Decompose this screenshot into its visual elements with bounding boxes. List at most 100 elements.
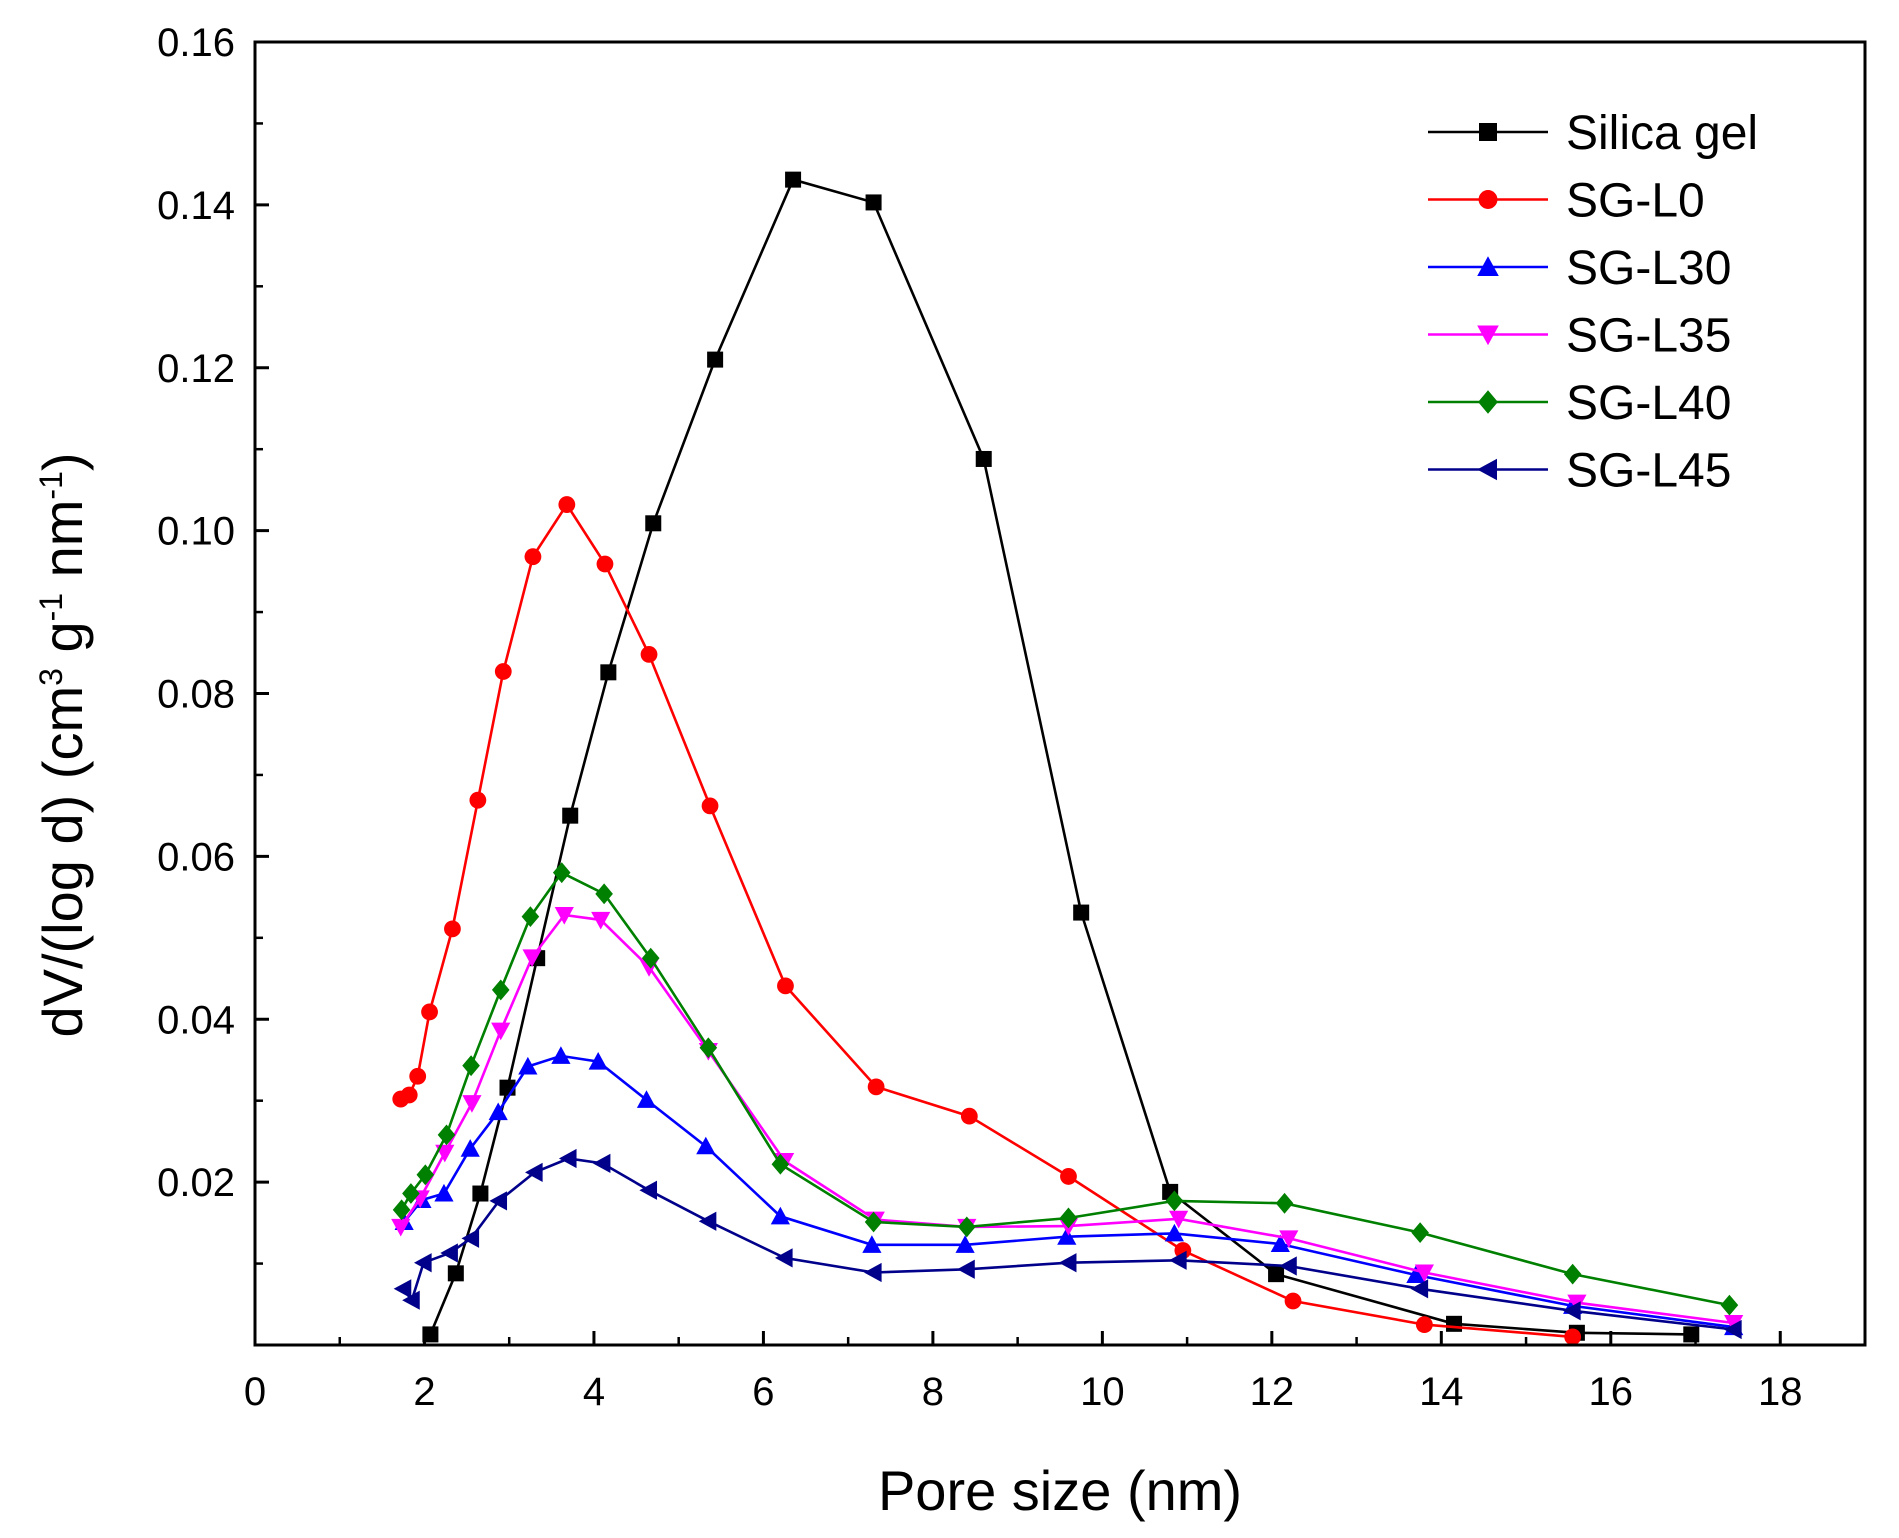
data-point-sg-l0 [421, 1003, 438, 1021]
x-tick-label: 10 [1080, 1370, 1125, 1414]
data-point-sg-l0 [558, 496, 576, 513]
legend-entry-silica-gel: Silica gel [1428, 107, 1758, 160]
data-point-silica-gel [422, 1326, 439, 1343]
legend-entry-sg-l45: SG-L45 [1428, 445, 1731, 498]
data-point-sg-l0 [1284, 1292, 1302, 1310]
data-point-silica-gel [1268, 1266, 1285, 1283]
data-point-sg-l45 [402, 1290, 420, 1310]
x-axis-title: Pore size (nm) [878, 1459, 1242, 1522]
legend-marker [1479, 123, 1497, 141]
legend-entry-sg-l30: SG-L30 [1428, 242, 1731, 295]
y-tick-label: 0.06 [157, 835, 235, 879]
data-point-sg-l30 [518, 1056, 538, 1075]
data-point-silica-gel [707, 351, 724, 368]
data-point-sg-l35 [391, 1218, 411, 1237]
data-point-sg-l40 [771, 1153, 790, 1175]
data-point-sg-l0 [960, 1107, 978, 1125]
y-tick-label: 0.16 [157, 21, 235, 65]
legend-label: SG-L45 [1566, 445, 1731, 498]
data-point-sg-l30 [588, 1051, 608, 1070]
data-point-silica-gel [472, 1185, 489, 1202]
legend-marker [1477, 458, 1497, 481]
data-point-silica-gel [1446, 1315, 1463, 1332]
data-point-silica-gel [1073, 904, 1090, 921]
x-tick-label: 6 [752, 1370, 774, 1414]
data-point-sg-l40 [1720, 1294, 1739, 1316]
data-point-sg-l45 [1563, 1301, 1581, 1321]
data-point-silica-gel [645, 515, 662, 532]
data-point-sg-l45 [592, 1153, 611, 1173]
data-point-sg-l35 [591, 911, 611, 930]
data-point-sg-l45 [525, 1162, 543, 1182]
series-sg-l0 [392, 496, 1582, 1346]
data-point-sg-l45 [1724, 1319, 1742, 1340]
data-point-sg-l30 [862, 1235, 882, 1253]
data-point-sg-l45 [957, 1259, 975, 1279]
data-point-sg-l45 [775, 1248, 793, 1268]
data-point-sg-l40 [1411, 1222, 1429, 1244]
data-point-sg-l40 [491, 979, 510, 1001]
data-point-sg-l40 [416, 1164, 435, 1186]
data-point-sg-l40 [641, 947, 660, 969]
data-point-sg-l0 [469, 791, 487, 809]
data-point-sg-l35 [1169, 1210, 1189, 1229]
series-sg-l40 [392, 862, 1739, 1316]
data-point-sg-l45 [1169, 1250, 1187, 1270]
data-point-silica-gel [600, 664, 617, 681]
data-point-sg-l35 [554, 907, 574, 925]
data-point-sg-l40 [1563, 1263, 1582, 1285]
legend-label: SG-L30 [1566, 242, 1731, 295]
x-tick-label: 12 [1250, 1370, 1295, 1414]
data-point-sg-l35 [1724, 1315, 1744, 1333]
y-tick-label: 0.12 [157, 347, 235, 391]
data-point-sg-l45 [1279, 1256, 1297, 1276]
data-point-sg-l0 [1564, 1328, 1582, 1346]
data-point-sg-l0 [701, 797, 719, 815]
data-point-sg-l0 [524, 548, 542, 566]
data-point-sg-l40 [864, 1211, 883, 1233]
legend-entry-sg-l40: SG-L40 [1428, 377, 1731, 430]
x-tick-label: 2 [413, 1370, 435, 1414]
data-point-sg-l0 [640, 646, 658, 663]
data-point-sg-l30 [955, 1235, 975, 1253]
y-tick-label: 0.04 [157, 998, 235, 1042]
data-point-sg-l0 [409, 1067, 427, 1085]
data-point-sg-l30 [488, 1102, 508, 1121]
data-point-sg-l30 [551, 1046, 571, 1064]
data-point-sg-l35 [522, 949, 542, 967]
data-point-sg-l30 [696, 1136, 716, 1155]
data-point-sg-l40 [595, 883, 613, 905]
data-point-sg-l45 [639, 1180, 658, 1200]
data-point-sg-l45 [698, 1211, 717, 1231]
legend-label: Silica gel [1566, 107, 1758, 160]
y-tick-label: 0.08 [157, 673, 235, 717]
data-point-sg-l45 [558, 1148, 577, 1169]
data-point-sg-l30 [1057, 1227, 1077, 1245]
data-point-sg-l40 [392, 1199, 411, 1221]
data-point-sg-l40 [521, 906, 540, 928]
data-point-silica-gel [447, 1265, 464, 1282]
data-point-sg-l45 [863, 1262, 882, 1283]
data-point-sg-l40 [1275, 1192, 1294, 1214]
data-point-sg-l45 [461, 1228, 480, 1248]
series-sg-l45 [393, 1148, 1742, 1340]
data-point-sg-l45 [489, 1191, 508, 1211]
legend-marker [1477, 256, 1499, 276]
data-point-sg-l35 [1279, 1230, 1299, 1248]
data-point-sg-l30 [434, 1183, 454, 1202]
y-tick-label: 0.14 [157, 184, 235, 228]
data-point-silica-gel [562, 807, 579, 824]
data-point-sg-l40 [957, 1216, 976, 1238]
data-point-sg-l0 [1415, 1316, 1433, 1334]
series-line-sg-l40 [400, 871, 1730, 1307]
data-point-sg-l35 [1414, 1264, 1434, 1283]
data-point-silica-gel [785, 171, 802, 188]
data-point-sg-l30 [636, 1090, 657, 1108]
data-point-sg-l0 [777, 977, 794, 995]
x-tick-label: 14 [1419, 1370, 1464, 1414]
x-tick-label: 16 [1589, 1370, 1634, 1414]
data-point-sg-l0 [867, 1078, 885, 1096]
data-point-sg-l40 [437, 1124, 456, 1146]
